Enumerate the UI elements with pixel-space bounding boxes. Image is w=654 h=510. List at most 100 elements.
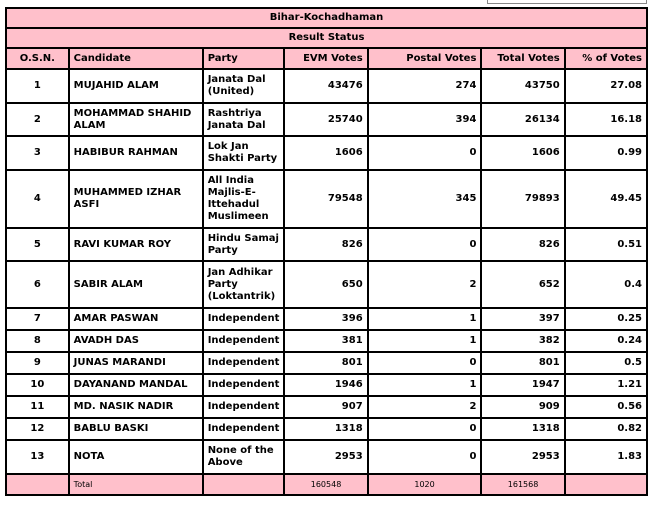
evm-votes-cell: 79548 [283,169,369,229]
total-votes-cell: 826 [480,227,566,262]
totals-label: Total [67,473,204,496]
evm-votes-cell: 1318 [283,417,369,441]
postal-votes-cell: 1 [366,307,483,331]
postal-votes-cell: 1 [366,329,483,353]
table-row: 12 BABLU BASKI Independent 1318 0 1318 0.82 [5,417,649,441]
table-row: 3 HABIBUR RAHMAN Lok Jan Shakti Party 1606 0… [5,135,649,171]
party-cell: Independent [201,373,286,397]
osn-cell: 2 [5,102,70,137]
totals-row: Total 160548 1020 161568 [5,473,649,496]
result-status-heading: Result Status [5,27,648,49]
total-votes-cell: 1318 [480,417,566,441]
party-cell: Rashtriya Janata Dal [201,102,286,137]
candidate-cell: BABLU BASKI [67,417,204,441]
candidate-cell: HABIBUR RAHMAN [67,135,204,171]
osn-cell: 11 [5,395,70,419]
totals-total: 161568 [480,473,566,496]
percent-votes-cell: 0.4 [563,260,649,309]
percent-votes-cell: 0.82 [563,417,649,441]
header-percent-votes: % of Votes [563,47,649,70]
evm-votes-cell: 43476 [283,68,369,104]
candidate-cell: RAVI KUMAR ROY [67,227,204,262]
evm-votes-cell: 826 [283,227,369,262]
party-cell: Independent [201,417,286,441]
party-cell: Hindu Samaj Party [201,227,286,262]
candidate-cell: SABIR ALAM [67,260,204,309]
evm-votes-cell: 650 [283,260,369,309]
totals-evm: 160548 [283,473,369,496]
candidate-cell: MOHAMMAD SHAHID ALAM [67,102,204,137]
osn-cell: 13 [5,439,70,475]
header-party: Party [201,47,286,70]
total-votes-cell: 26134 [480,102,566,137]
evm-votes-cell: 907 [283,395,369,419]
total-votes-cell: 1947 [480,373,566,397]
postal-votes-cell: 274 [366,68,483,104]
percent-votes-cell: 0.25 [563,307,649,331]
total-votes-cell: 1606 [480,135,566,171]
header-candidate: Candidate [67,47,204,70]
candidate-cell: AMAR PASWAN [67,307,204,331]
total-votes-cell: 43750 [480,68,566,104]
osn-cell: 10 [5,373,70,397]
total-votes-cell: 801 [480,351,566,375]
percent-votes-cell: 0.5 [563,351,649,375]
header-osn: O.S.N. [5,47,70,70]
postal-votes-cell: 394 [366,102,483,137]
candidate-cell: JUNAS MARANDI [67,351,204,375]
search-input[interactable] [487,0,647,4]
table-row: 6 SABIR ALAM Jan Adhikar Party (Loktantrik… [5,260,649,309]
party-cell: Lok Jan Shakti Party [201,135,286,171]
postal-votes-cell: 0 [366,417,483,441]
postal-votes-cell: 0 [366,351,483,375]
evm-votes-cell: 381 [283,329,369,353]
percent-votes-cell: 0.56 [563,395,649,419]
candidate-cell: AVADH DAS [67,329,204,353]
party-cell: Independent [201,351,286,375]
postal-votes-cell: 0 [366,227,483,262]
result-table: Bihar-Kochadhaman Result Status O.S.N. C… [5,7,649,496]
percent-votes-cell: 0.24 [563,329,649,353]
osn-cell: 1 [5,68,70,104]
percent-votes-cell: 27.08 [563,68,649,104]
party-cell: All India Majlis-E-Ittehadul Muslimeen [201,169,286,229]
totals-empty-pct [563,473,649,496]
party-cell: Independent [201,329,286,353]
header-postal-votes: Postal Votes [366,47,483,70]
total-votes-cell: 382 [480,329,566,353]
evm-votes-cell: 801 [283,351,369,375]
osn-cell: 12 [5,417,70,441]
evm-votes-cell: 396 [283,307,369,331]
table-row: 5 RAVI KUMAR ROY Hindu Samaj Party 826 0 826 0… [5,227,649,262]
party-cell: Independent [201,307,286,331]
table-row: 2 MOHAMMAD SHAHID ALAM Rashtriya Janata Da… [5,102,649,137]
osn-cell: 7 [5,307,70,331]
total-votes-cell: 652 [480,260,566,309]
percent-votes-cell: 16.18 [563,102,649,137]
postal-votes-cell: 2 [366,395,483,419]
total-votes-cell: 79893 [480,169,566,229]
postal-votes-cell: 0 [366,439,483,475]
osn-cell: 5 [5,227,70,262]
constituency-title: Bihar-Kochadhaman [5,7,648,29]
postal-votes-cell: 1 [366,373,483,397]
candidate-cell: MUJAHID ALAM [67,68,204,104]
postal-votes-cell: 2 [366,260,483,309]
totals-postal: 1020 [366,473,483,496]
evm-votes-cell: 2953 [283,439,369,475]
table-row: 11 MD. NASIK NADIR Independent 907 2 909 0.56 [5,395,649,419]
total-votes-cell: 2953 [480,439,566,475]
table-row: 1 MUJAHID ALAM Janata Dal (United) 43476 274… [5,68,649,104]
percent-votes-cell: 0.51 [563,227,649,262]
totals-empty-osn [5,473,70,496]
postal-votes-cell: 0 [366,135,483,171]
total-votes-cell: 909 [480,395,566,419]
percent-votes-cell: 1.83 [563,439,649,475]
postal-votes-cell: 345 [366,169,483,229]
party-cell: Janata Dal (United) [201,68,286,104]
osn-cell: 9 [5,351,70,375]
header-evm-votes: EVM Votes [283,47,369,70]
total-votes-cell: 397 [480,307,566,331]
osn-cell: 4 [5,169,70,229]
osn-cell: 3 [5,135,70,171]
